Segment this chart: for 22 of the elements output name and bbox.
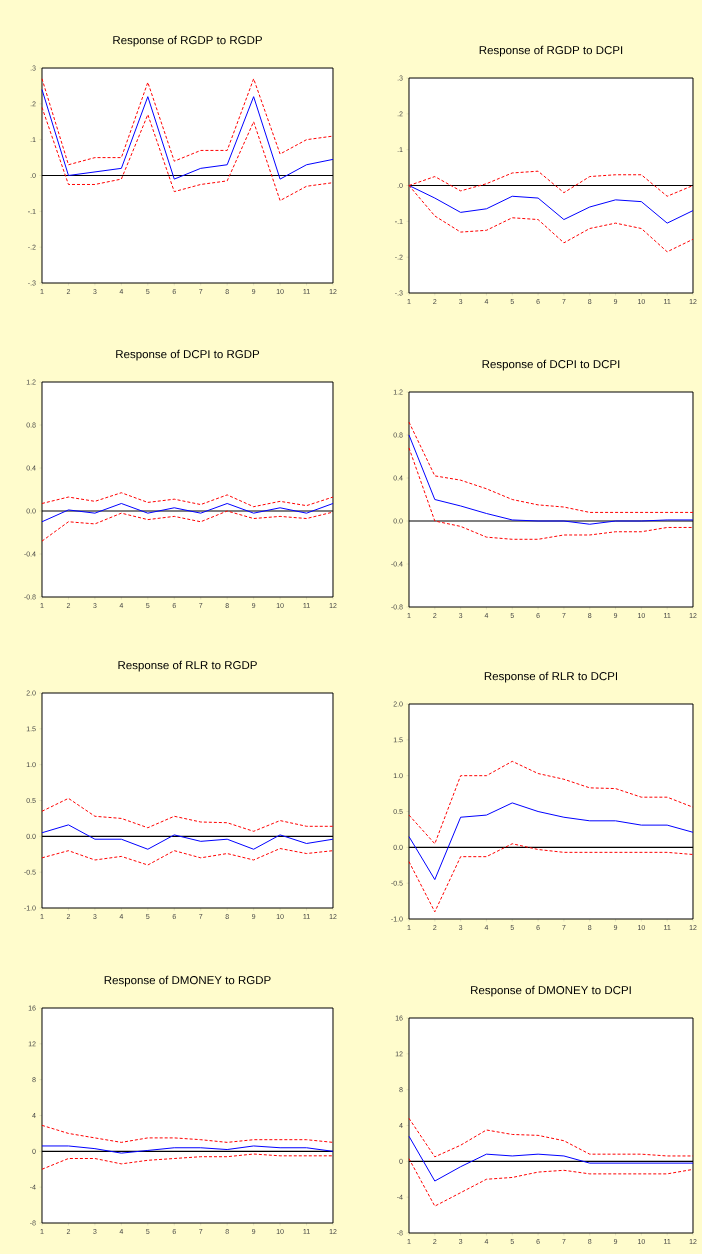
chart-title: Response of DCPI to RGDP xyxy=(116,349,260,361)
chart-title: Response of RLR to RGDP xyxy=(118,660,257,672)
line-series xyxy=(408,185,694,224)
chart-title: Response of RGDP to RGDP xyxy=(113,35,262,47)
line-series xyxy=(408,447,694,540)
chart-title: Response of RGDP to DCPI xyxy=(479,45,623,57)
line-series xyxy=(41,502,334,523)
line-series xyxy=(41,106,334,202)
line-series xyxy=(41,510,334,542)
line-series xyxy=(41,78,334,166)
line-series xyxy=(41,797,334,832)
line-series xyxy=(41,848,334,866)
line-series xyxy=(41,1145,334,1154)
chart-title: Response of DCPI to DCPI xyxy=(482,359,620,371)
chart-title: Response of DMONEY to RGDP xyxy=(104,975,271,987)
line-series xyxy=(408,434,694,525)
chart-title: Response of RLR to DCPI xyxy=(484,671,618,683)
line-series xyxy=(41,492,334,508)
chart-title: Response of DMONEY to DCPI xyxy=(471,985,631,997)
line-series xyxy=(408,802,694,881)
line-series xyxy=(408,760,694,845)
line-series xyxy=(41,824,334,850)
